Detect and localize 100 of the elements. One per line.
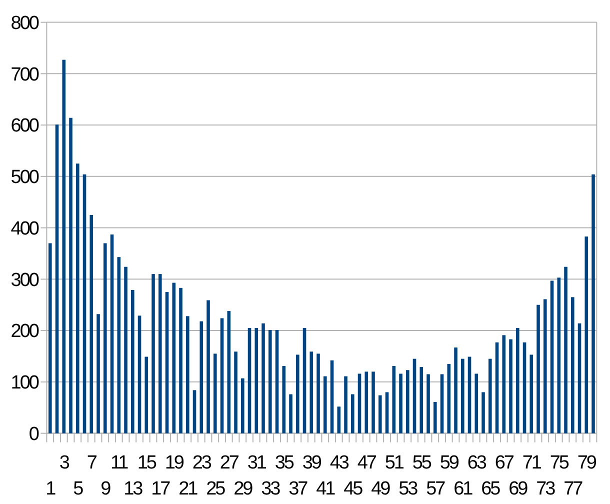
x-tick-label: 25 bbox=[206, 478, 226, 500]
bar bbox=[130, 290, 134, 434]
bar bbox=[550, 280, 554, 434]
bar bbox=[474, 374, 478, 434]
x-tick-label: 53 bbox=[398, 478, 418, 500]
y-tick-label: 200 bbox=[10, 321, 39, 342]
bar bbox=[227, 311, 231, 434]
bar bbox=[344, 376, 348, 434]
y-tick-label: 600 bbox=[10, 116, 39, 137]
bar bbox=[399, 374, 402, 434]
bar bbox=[82, 174, 86, 434]
x-tick-label: 65 bbox=[481, 478, 500, 500]
bar bbox=[385, 392, 389, 434]
x-tick-label: 79 bbox=[577, 452, 596, 474]
bar bbox=[289, 394, 292, 434]
bar bbox=[536, 304, 540, 434]
bar bbox=[358, 374, 362, 434]
bar bbox=[364, 372, 368, 434]
x-tick-label: 71 bbox=[522, 452, 542, 474]
bar bbox=[296, 354, 300, 434]
bar bbox=[96, 314, 100, 434]
bar bbox=[234, 352, 238, 434]
bar bbox=[282, 366, 286, 434]
bar bbox=[192, 390, 196, 434]
x-tick-label: 27 bbox=[220, 452, 239, 474]
bar bbox=[110, 234, 114, 434]
bar bbox=[152, 274, 155, 434]
bar bbox=[350, 394, 354, 434]
x-tick-label: 59 bbox=[440, 452, 459, 474]
bar bbox=[213, 354, 217, 434]
bar bbox=[578, 323, 582, 434]
bar bbox=[502, 335, 506, 434]
y-tick-label: 500 bbox=[10, 167, 39, 188]
bar bbox=[530, 354, 534, 434]
bar bbox=[392, 366, 396, 434]
x-tick-label: 17 bbox=[151, 478, 170, 500]
bar bbox=[76, 164, 80, 434]
bar bbox=[412, 358, 416, 434]
bar bbox=[323, 376, 327, 434]
x-tick-label: 63 bbox=[467, 452, 486, 474]
x-tick-label: 57 bbox=[426, 478, 446, 500]
x-tick-label: 69 bbox=[508, 478, 528, 500]
x-tick-label: 49 bbox=[371, 478, 390, 500]
x-tick-label: 1 bbox=[46, 478, 56, 500]
x-tick-label: 73 bbox=[536, 478, 556, 500]
bar bbox=[406, 370, 410, 434]
bar bbox=[138, 316, 142, 434]
bar bbox=[62, 60, 66, 434]
bar bbox=[557, 278, 561, 434]
x-tick-label: 15 bbox=[137, 452, 156, 474]
x-tick-label: 77 bbox=[564, 478, 583, 500]
x-tick-label: 35 bbox=[274, 452, 294, 474]
bar bbox=[337, 406, 341, 434]
x-tick-label: 67 bbox=[494, 452, 514, 474]
bar bbox=[543, 299, 547, 434]
bar bbox=[302, 328, 306, 434]
bar bbox=[316, 354, 320, 434]
bar bbox=[262, 323, 265, 434]
bar bbox=[570, 297, 574, 434]
x-tick-label: 41 bbox=[316, 478, 336, 500]
bar bbox=[158, 274, 162, 434]
bar bbox=[124, 266, 128, 434]
bar bbox=[509, 339, 512, 434]
x-tick-label: 11 bbox=[110, 452, 128, 474]
x-tick-label: 37 bbox=[288, 478, 308, 500]
bar bbox=[254, 328, 258, 434]
bar bbox=[378, 395, 382, 434]
bar bbox=[488, 358, 492, 434]
bar bbox=[248, 328, 252, 434]
x-tick-label: 43 bbox=[330, 452, 349, 474]
x-tick-label: 29 bbox=[234, 478, 253, 500]
x-tick-label: 47 bbox=[357, 452, 376, 474]
x-tick-label: 55 bbox=[412, 452, 432, 474]
bar bbox=[55, 124, 59, 434]
y-tick-label: 100 bbox=[10, 372, 39, 394]
bar bbox=[275, 330, 279, 434]
bar bbox=[240, 378, 244, 434]
bar bbox=[522, 342, 526, 434]
x-tick-label: 9 bbox=[100, 478, 111, 500]
x-tick-label: 7 bbox=[86, 452, 97, 474]
bar bbox=[48, 243, 52, 434]
bar bbox=[468, 356, 472, 434]
bar bbox=[495, 342, 499, 434]
x-tick-label: 75 bbox=[550, 452, 569, 474]
bar bbox=[144, 356, 148, 434]
bar bbox=[454, 348, 458, 434]
bar bbox=[584, 236, 588, 434]
bar bbox=[426, 374, 430, 434]
bar bbox=[90, 214, 94, 434]
bar bbox=[117, 257, 121, 434]
bar bbox=[172, 282, 176, 434]
bar bbox=[447, 364, 451, 434]
x-tick-label: 19 bbox=[164, 452, 184, 474]
x-tick-label: 61 bbox=[454, 478, 473, 500]
bar bbox=[372, 372, 375, 434]
x-tick-label: 5 bbox=[73, 478, 84, 500]
bar bbox=[460, 358, 464, 434]
x-tick-label: 13 bbox=[124, 478, 143, 500]
bar bbox=[186, 316, 190, 434]
bar bbox=[200, 321, 204, 434]
